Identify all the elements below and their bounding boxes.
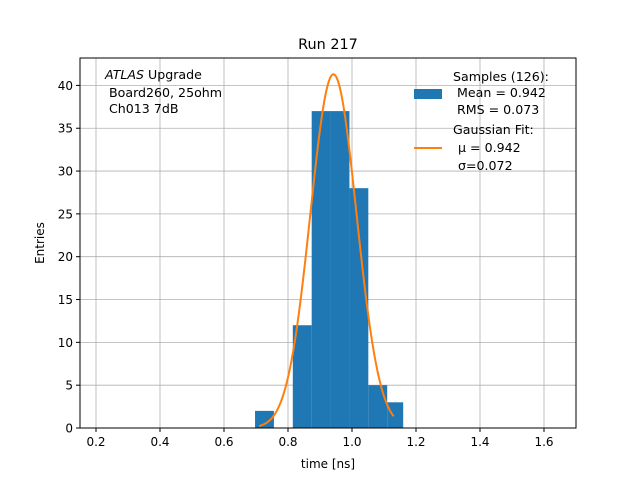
y-tick-label: 15	[58, 293, 73, 307]
histogram-bar	[330, 111, 350, 428]
histogram-bar	[255, 410, 274, 428]
x-tick-label: 1.4	[470, 435, 489, 449]
x-tick-label: 1.2	[406, 435, 425, 449]
y-tick-label: 40	[58, 79, 73, 93]
gaussian-fit-curve	[258, 73, 395, 427]
gaussian-fit-line	[258, 73, 395, 427]
chart-title: Run 217	[298, 37, 358, 53]
legend-fit-mu: μ = 0.942	[458, 140, 521, 155]
annotation-board: Board260, 25ohm	[105, 85, 222, 100]
histogram-bars	[255, 111, 404, 428]
y-tick-label: 20	[58, 250, 73, 264]
histogram-bar	[387, 402, 404, 428]
svg-text:ATLAS Upgrade: ATLAS Upgrade	[104, 67, 202, 82]
plot-frame	[79, 57, 577, 429]
histogram-bar	[292, 325, 312, 428]
histogram-bar	[349, 188, 369, 428]
annotation-text: ATLAS Upgrade Board260, 25ohm Ch013 7dB	[104, 67, 222, 116]
y-tick-label: 0	[65, 422, 73, 436]
x-tick-label: 1.0	[342, 435, 361, 449]
annotation-atlas: ATLAS	[104, 67, 144, 82]
histogram-bar	[368, 385, 388, 428]
y-tick-label: 35	[58, 122, 73, 136]
legend-samples-mean: Mean = 0.942	[453, 85, 546, 100]
legend-samples-title: Samples (126):	[453, 69, 549, 84]
y-tick-label: 25	[58, 207, 73, 221]
y-axis-label: Entries	[33, 222, 47, 264]
legend-samples-rms: RMS = 0.073	[453, 102, 539, 117]
annotation-upgrade: Upgrade	[144, 67, 202, 82]
x-tick-label: 0.8	[278, 435, 297, 449]
legend-samples-swatch	[414, 89, 442, 99]
x-tick-label: 0.2	[86, 435, 105, 449]
x-tick-label: 1.6	[534, 435, 553, 449]
y-tick-label: 10	[58, 336, 73, 350]
legend-fit-sigma: σ=0.072	[458, 158, 513, 173]
annotation-channel: Ch013 7dB	[105, 101, 178, 116]
x-tick-label: 0.6	[214, 435, 233, 449]
x-axis-label: time [ns]	[301, 457, 355, 471]
y-tick-label: 5	[65, 379, 73, 393]
histogram-bar	[311, 111, 331, 428]
y-tick-label: 30	[58, 165, 73, 179]
axis-ticks: 0.2 0.4 0.6 0.8 1.0 1.2 1.4 1.6 0 5 10 15 20 25 30 35 40	[58, 79, 554, 449]
x-tick-label: 0.4	[150, 435, 169, 449]
legend-fit-title: Gaussian Fit:	[453, 122, 534, 137]
legend: Samples (126): Mean = 0.942 RMS = 0.073 …	[414, 69, 549, 173]
